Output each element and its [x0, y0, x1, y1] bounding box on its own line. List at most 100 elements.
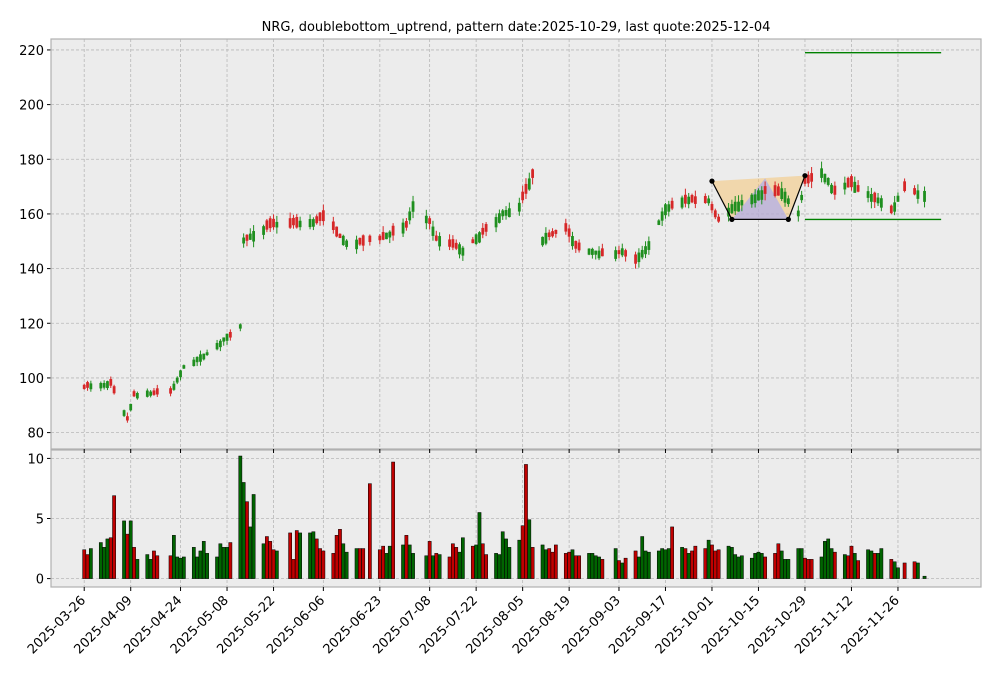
volume-bar	[225, 547, 229, 579]
candle-body	[657, 220, 661, 225]
volume-bar	[826, 538, 831, 579]
volume-y-axis: 0 5 10	[27, 452, 51, 588]
volume-bar	[829, 548, 834, 579]
volume-bar	[191, 547, 196, 579]
volume-bar	[799, 548, 804, 579]
candle-body	[687, 196, 691, 205]
volume-bar	[201, 541, 206, 579]
pattern-fill-blue	[731, 178, 789, 220]
candle-body	[620, 248, 624, 256]
volume-bar	[125, 533, 130, 579]
volume-bar	[846, 555, 850, 579]
volume-bar	[540, 544, 545, 579]
volume-bar	[148, 559, 153, 579]
candle-body	[710, 204, 714, 211]
volume-bar	[178, 557, 183, 579]
pattern-overlay	[709, 51, 942, 222]
chart-title: NRG, doublebottom_uptrend, pattern date:…	[262, 20, 771, 35]
volume-bar	[524, 464, 528, 579]
volume-bar	[660, 548, 664, 579]
candle-body	[458, 244, 461, 255]
candle-body	[683, 194, 687, 204]
volume-bar	[497, 554, 502, 579]
candle-body	[82, 384, 86, 389]
candle-body	[109, 379, 113, 386]
volume-bar	[680, 547, 684, 579]
candle-body	[517, 202, 521, 212]
volume-bar	[311, 531, 316, 579]
candle-body	[401, 222, 405, 234]
volume-bar	[613, 548, 618, 579]
volume-bar	[461, 537, 465, 579]
candle-body	[856, 185, 860, 192]
volume-bar	[806, 559, 811, 579]
volume-bar	[620, 562, 625, 579]
candle-body	[873, 192, 877, 203]
volume-bar	[683, 548, 688, 579]
candle-body	[637, 252, 641, 263]
volume-bar	[706, 539, 711, 579]
volume-bar	[656, 550, 661, 579]
volume-bar	[135, 559, 140, 579]
volume-bar	[587, 553, 591, 579]
candle-body	[740, 200, 744, 206]
candle-body	[218, 340, 222, 348]
volume-bar	[647, 551, 651, 579]
volume-bar	[786, 559, 791, 579]
volume-bar	[693, 545, 698, 579]
pattern-point	[785, 216, 791, 222]
candle-body	[179, 370, 182, 378]
volume-bar	[377, 549, 382, 579]
volume-bar	[876, 553, 880, 579]
candle-body	[434, 235, 438, 241]
candle-body	[903, 181, 907, 192]
candle-body	[228, 331, 232, 338]
volume-bar	[82, 549, 87, 579]
candle-body	[175, 377, 179, 383]
volume-bar	[633, 550, 638, 579]
volume-plot-frame	[50, 449, 982, 588]
volume-bar	[733, 554, 738, 579]
volume-bar	[663, 549, 668, 579]
candle-body	[590, 248, 594, 255]
candle-body	[145, 390, 149, 397]
volume-bar	[298, 532, 302, 579]
volume-bar	[454, 547, 459, 579]
candle-body	[238, 324, 242, 329]
candle-body	[242, 237, 246, 244]
candle-body	[428, 218, 432, 224]
volume-bar	[849, 545, 854, 579]
candle-body	[879, 198, 883, 208]
candle-body	[850, 176, 853, 188]
volume-bar	[570, 549, 575, 579]
candle-body	[614, 250, 618, 259]
price-y-axis: 80 100 120 140 160 180 200 220	[19, 44, 51, 442]
candle-body	[660, 211, 664, 221]
volume-bar	[763, 556, 767, 579]
volume-bar	[314, 538, 319, 579]
volume-bar	[736, 556, 741, 579]
volume-bar	[384, 553, 389, 579]
volume-bar	[198, 550, 203, 579]
pattern-point	[802, 173, 808, 179]
volume-bar	[842, 554, 847, 579]
volume-bar	[643, 550, 648, 579]
volume-bar	[577, 555, 581, 579]
volume-bar	[710, 544, 714, 579]
candle-body	[664, 204, 667, 216]
volume-bar	[122, 520, 126, 579]
candle-body	[647, 241, 651, 250]
candle-body	[564, 223, 568, 232]
candle-body	[408, 211, 412, 221]
candle-body	[853, 181, 857, 193]
price-y-tick-label: 160	[19, 208, 44, 223]
candle-body	[786, 198, 790, 205]
volume-bar	[716, 549, 721, 579]
candle-body	[544, 232, 548, 244]
candle-body	[750, 194, 754, 205]
volume-bar	[182, 556, 186, 579]
volume-bar	[749, 557, 754, 579]
candle-body	[866, 191, 870, 198]
candle-body	[680, 197, 684, 208]
volume-bar	[530, 547, 535, 579]
